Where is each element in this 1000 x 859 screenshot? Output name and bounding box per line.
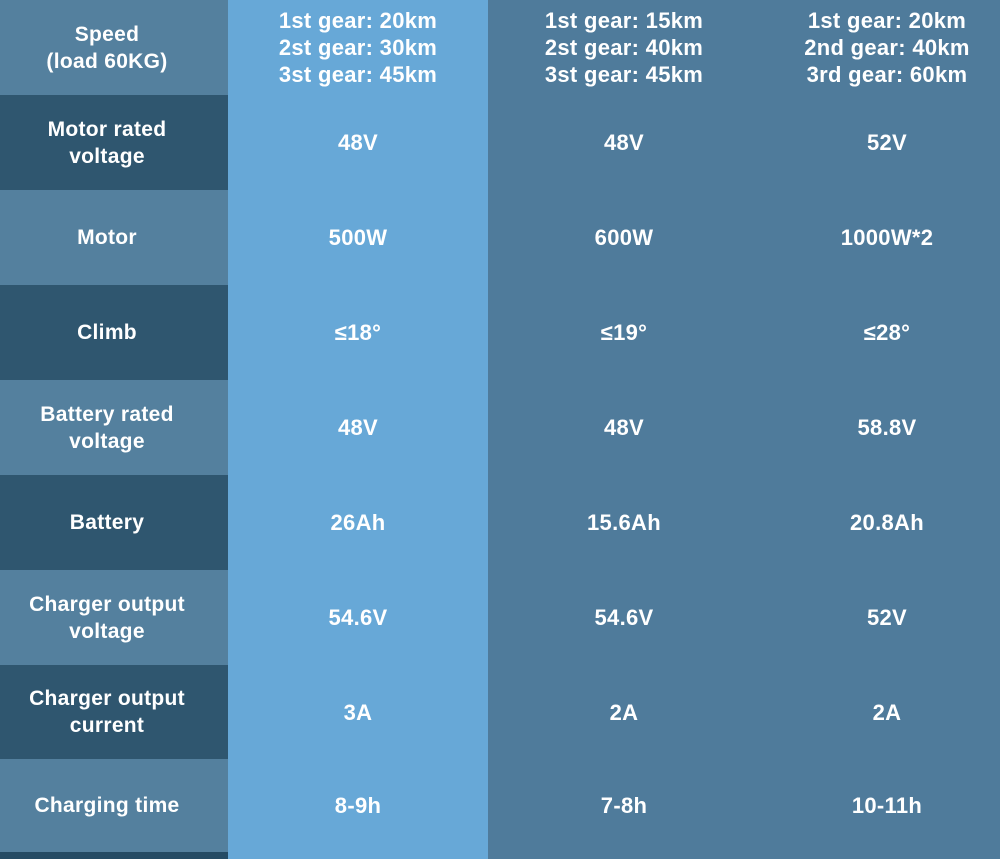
spec-value: ≤18° [334,320,382,345]
table-row-climb: Climb ≤18° ≤19° ≤28° [0,285,1000,380]
row-label-battery: Battery [0,475,228,570]
spec-value: 52V [866,130,908,155]
spec-value: 48V [337,415,379,440]
spec-value: 48V [603,415,645,440]
highlight-column-background [228,0,488,859]
spec-value: 20.8Ah [850,510,924,535]
spec-value: 48V [337,130,379,155]
table-row-charger-output-voltage: Charger output voltage 54.6V 54.6V 52V [0,570,1000,665]
row-label-climb: Climb [0,285,228,380]
row-label-motor: Motor [0,190,228,285]
spec-value: 3A [343,699,373,725]
spec-value: 1st gear: 15km 2st gear: 40km 3st gear: … [544,8,704,87]
next-row-partial-strip [0,852,228,859]
table-row-motor: Motor 500W 600W 1000W*2 [0,190,1000,285]
table-row-motor-rated-voltage: Motor rated voltage 48V 48V 52V [0,95,1000,190]
spec-value: 58.8V [857,415,917,440]
spec-value: 54.6V [328,605,388,630]
spec-value: 26Ah [330,510,386,535]
spec-value: 500W [328,225,388,250]
row-label-charger-output-voltage: Charger output voltage [0,570,228,665]
spec-value: 1st gear: 20km 2st gear: 30km 3st gear: … [278,8,438,87]
spec-value: 52V [866,605,908,630]
row-label-speed: Speed (load 60KG) [0,0,228,95]
table-row-speed: Speed (load 60KG) 1st gear: 20km 2st gea… [0,0,1000,95]
spec-value: 15.6Ah [587,510,661,535]
spec-value: 1000W*2 [840,225,934,250]
table-row-charging-time: Charging time 8-9h 7-8h 10-11h [0,759,1000,852]
spec-value: 1st gear: 20km 2nd gear: 40km 3rd gear: … [804,8,970,87]
row-label-charger-output-current: Charger output current [0,665,228,759]
spec-value: 2A [872,699,902,725]
spec-value: 7-8h [600,793,648,818]
spec-value: 2A [609,699,639,725]
row-label-charging-time: Charging time [0,759,228,852]
row-label-motor-rated-voltage: Motor rated voltage [0,95,228,190]
spec-value: 8-9h [334,793,382,818]
table-row-battery: Battery 26Ah 15.6Ah 20.8Ah [0,475,1000,570]
row-label-battery-rated-voltage: Battery rated voltage [0,380,228,475]
spec-value: 54.6V [594,605,654,630]
spec-value: 48V [603,130,645,155]
spec-value: 600W [594,225,654,250]
table-row-charger-output-current: Charger output current 3A 2A 2A [0,665,1000,759]
spec-value: ≤19° [600,320,648,345]
spec-value: 10-11h [851,793,923,818]
spec-value: ≤28° [863,320,911,345]
table-row-battery-rated-voltage: Battery rated voltage 48V 48V 58.8V [0,380,1000,475]
